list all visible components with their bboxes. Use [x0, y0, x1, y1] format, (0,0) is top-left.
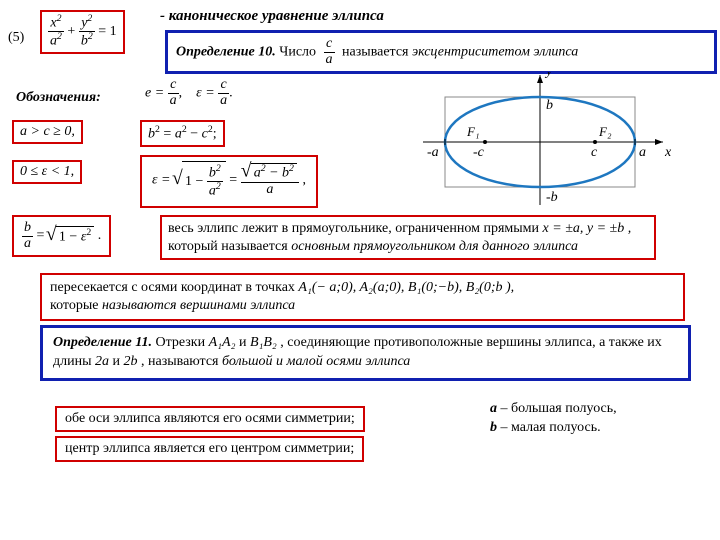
vert-term: называются вершинами эллипса [102, 298, 295, 313]
b-var: b [490, 420, 497, 435]
def11-and2: и [113, 354, 124, 369]
formula-eps: ε = 1 − b2a2 = a2 − b2 a , [140, 155, 318, 208]
svg-text:-a: -a [427, 145, 439, 160]
def11-seg2: B₁B₂ [250, 335, 277, 350]
def10-post: называется [342, 44, 408, 59]
def11-seg1: A₁A₂ [209, 335, 236, 350]
vert-post: которые [50, 298, 98, 313]
svg-text:a: a [639, 145, 646, 160]
ellipse-diagram: x y a -a b -b c -c F₁ F₂ [400, 72, 690, 212]
equation-number: (5) [8, 30, 24, 46]
svg-text:x: x [664, 145, 672, 160]
vert-pre: пересекается с осями координат в точках [50, 280, 298, 295]
definition-10: Определение 10. Число ca называется эксц… [165, 30, 717, 74]
def11-term: большой и малой осями эллипса [222, 354, 410, 369]
svg-text:b: b [546, 98, 553, 113]
rectnote-eq: x = ±a, y = ±b , [543, 221, 632, 236]
svg-text:F₁: F₁ [466, 124, 479, 139]
b-txt: – малая полуось. [497, 420, 601, 435]
vert-pts: A₁(− a;0), A₂(a;0), B₁(0;−b), B₂(0;b ), [298, 280, 514, 295]
a-var: a [490, 401, 497, 416]
def11-len2: 2b [124, 354, 138, 369]
def11-len1: 2a [95, 354, 109, 369]
symmetry-note-1: обе оси эллипса являются его осями симме… [55, 406, 365, 432]
def10-term: эксцентриситетом эллипса [412, 44, 578, 59]
def11-mid2: , называются [141, 354, 219, 369]
semiaxes-note: a – большая полуось, b – малая полуось. [490, 400, 617, 438]
def11-lead: Определение 11. [53, 335, 152, 350]
rectnote-term: основным прямоугольником для данного элл… [291, 239, 578, 254]
canonical-equation: x2a2 + y2b2 = 1 [40, 10, 125, 54]
formula-b2: b2 = a2 − c2; [140, 120, 225, 147]
notation-label: Обозначения: [16, 90, 101, 106]
def10-lead: Определение 10. [176, 44, 276, 59]
svg-text:-c: -c [473, 145, 485, 160]
inequality-eps: 0 ≤ ε < 1, [12, 160, 82, 184]
symmetry-note-2: центр эллипса является его центром симме… [55, 436, 364, 462]
inequality-a-c: a > c ≥ 0, [12, 120, 83, 144]
svg-text:F₂: F₂ [598, 124, 612, 139]
vertices-note: пересекается с осями координат в точках … [40, 273, 685, 321]
a-txt: – большая полуось, [497, 401, 617, 416]
formula-b-over-a: ba = 1 − ε2 . [12, 215, 111, 257]
svg-text:c: c [591, 145, 598, 160]
definition-11: Определение 11. Отрезки A₁A₂ и B₁B₂ , со… [40, 325, 691, 381]
def11-pre: Отрезки [155, 335, 208, 350]
svg-text:-b: -b [546, 190, 558, 205]
rectnote-mid: который называется [168, 239, 288, 254]
canonical-caption: - каноническое уравнение эллипса [160, 8, 384, 25]
svg-text:y: y [544, 72, 553, 79]
def11-and: и [239, 335, 250, 350]
formula-e-eps: e = ca, ε = ca. [145, 78, 233, 108]
rectangle-note: весь эллипс лежит в прямоугольнике, огра… [160, 215, 656, 260]
rectnote-pre: весь эллипс лежит в прямоугольнике, огра… [168, 221, 543, 236]
def10-pre: Число [279, 44, 316, 59]
